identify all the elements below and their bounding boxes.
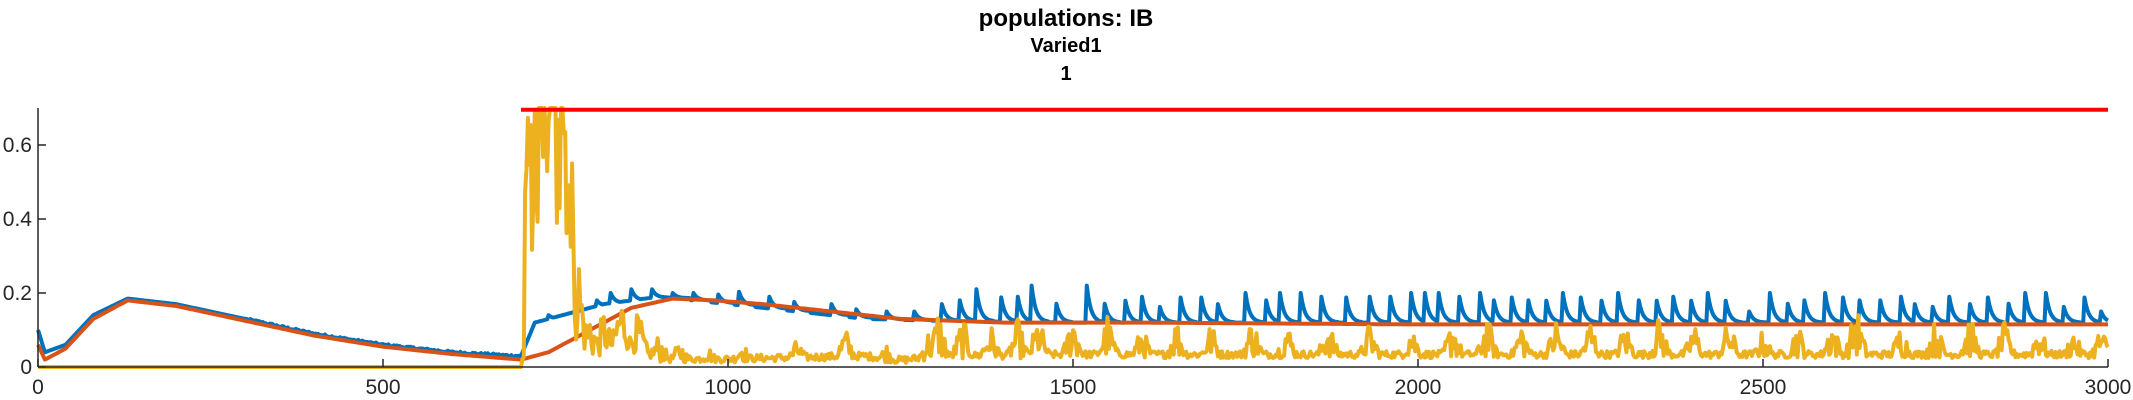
y-tick-label: 0.6 xyxy=(3,134,32,157)
chart-title-line-3: 1 xyxy=(1060,63,1071,85)
chart-title-line-1: populations: IB xyxy=(979,5,1154,32)
y-tick-label: 0.2 xyxy=(3,282,32,305)
chart-title-line-2: Varied1 xyxy=(1030,35,1101,57)
x-tick-label: 1500 xyxy=(1050,376,1097,399)
x-tick-label: 2000 xyxy=(1395,376,1442,399)
x-tick-label: 500 xyxy=(365,376,400,399)
y-tick-label: 0 xyxy=(20,356,32,379)
y-tick-label: 0.4 xyxy=(3,208,33,231)
x-tick-label: 1000 xyxy=(705,376,752,399)
x-tick-label: 0 xyxy=(32,376,44,399)
x-tick-label: 2500 xyxy=(1740,376,1787,399)
x-tick-label: 3000 xyxy=(2085,376,2132,399)
series-line-2 xyxy=(36,296,2108,362)
axes: 0 500 1000 1500 2000 2500 3000 0 0.2 0.4 0.6 xyxy=(3,108,2132,399)
